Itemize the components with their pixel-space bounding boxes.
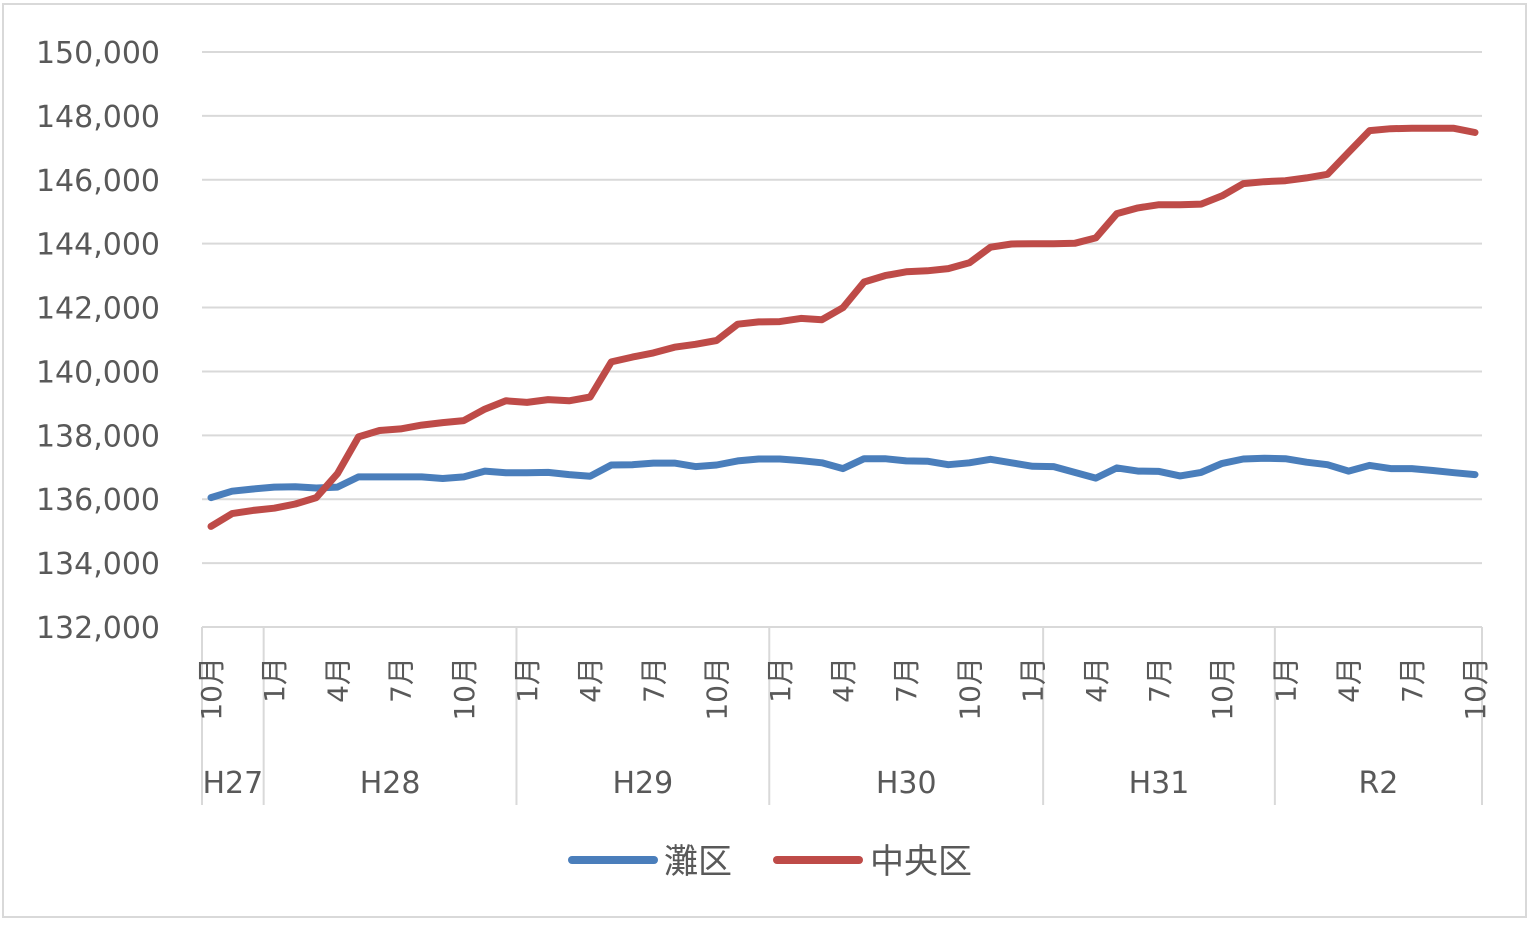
x-tick-label: 10月 [448, 657, 481, 721]
y-tick-label: 150,000 [36, 36, 160, 71]
chart-frame: 150,000 148,000 146,000 144,000 142,000 140,0… [2, 3, 1527, 918]
x-tick-label: 10月 [701, 657, 734, 721]
legend-label: 中央区 [870, 842, 972, 882]
legend: 灘区 中央区 [568, 842, 972, 882]
y-tick-label: 142,000 [36, 292, 160, 327]
x-group-label: H27 [202, 766, 263, 801]
x-group-label: H28 [360, 766, 421, 801]
x-tick-label: 4月 [321, 657, 354, 703]
x-tick-label: 7月 [637, 657, 670, 703]
x-tick-label: 4月 [574, 657, 607, 703]
x-tick-label: 4月 [1080, 657, 1113, 703]
gridlines [202, 51, 1482, 628]
y-tick-label: 148,000 [36, 100, 160, 135]
y-tick-label: 140,000 [36, 355, 160, 390]
x-tick-label: 10月 [1206, 657, 1239, 721]
x-tick-label: 7月 [1396, 657, 1429, 703]
y-tick-label: 144,000 [36, 228, 160, 263]
y-tick-label: 136,000 [36, 483, 160, 518]
x-tick-label: 1月 [258, 657, 291, 703]
series-lines [207, 124, 1479, 530]
x-tick-label: 10月 [1459, 657, 1492, 721]
series-line [207, 124, 1479, 530]
x-tick-label: 7月 [1143, 657, 1176, 703]
x-tick-label: 1月 [1017, 657, 1050, 703]
x-tick-label: 1月 [764, 657, 797, 703]
y-tick-label: 132,000 [36, 611, 160, 646]
x-group-label: R2 [1358, 766, 1398, 801]
x-tick-label: 4月 [827, 657, 860, 703]
x-tick-label: 10月 [953, 657, 986, 721]
x-group-label: H30 [876, 766, 937, 801]
legend-label: 灘区 [664, 842, 732, 882]
series-line [207, 454, 1479, 502]
x-tick-label: 1月 [511, 657, 544, 703]
x-tick-label: 7月 [385, 657, 418, 703]
x-group-label: H31 [1129, 766, 1190, 801]
line-chart: 150,000 148,000 146,000 144,000 142,000 140,0… [36, 36, 1492, 882]
y-tick-label: 146,000 [36, 164, 160, 199]
x-tick-label: 7月 [890, 657, 923, 703]
x-tick-label: 4月 [1333, 657, 1366, 703]
y-axis: 150,000 148,000 146,000 144,000 142,000 140,0… [36, 36, 160, 646]
x-axis: 10月 1月 4月 7月 10月 1月 4月 7月 10月 1月 4月 7月 10月 1月 4月 7月 10月 1… [195, 627, 1492, 805]
y-tick-label: 138,000 [36, 419, 160, 454]
x-tick-label: 10月 [195, 657, 228, 721]
x-tick-label: 1月 [1269, 657, 1302, 703]
x-group-label: H29 [612, 766, 673, 801]
y-tick-label: 134,000 [36, 547, 160, 582]
